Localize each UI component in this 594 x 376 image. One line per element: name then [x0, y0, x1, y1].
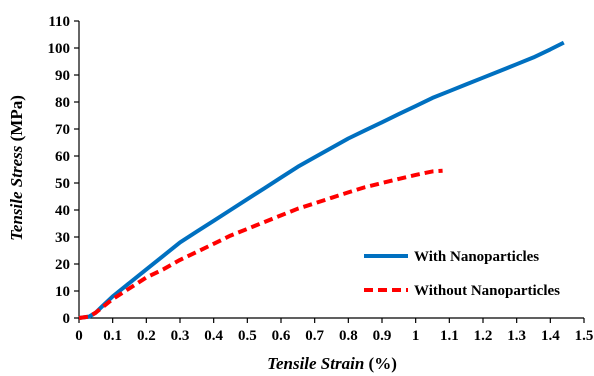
x-tick-label: 0.4	[204, 328, 223, 344]
x-tick-label: 1.1	[440, 328, 459, 344]
y-axis-title: Tensile Stress (MPa)	[7, 95, 26, 241]
y-tick-label: 110	[48, 14, 70, 30]
x-tick-label: 1.3	[507, 328, 526, 344]
y-tick-label: 20	[55, 257, 70, 273]
y-tick-label: 10	[55, 284, 70, 300]
x-tick-label: 1	[412, 328, 420, 344]
y-tick-label: 60	[55, 149, 70, 165]
y-tick-label: 40	[55, 203, 70, 219]
y-axis-title-main: Tensile Stress	[7, 145, 26, 241]
x-tick-label: 1.4	[541, 328, 560, 344]
x-tick-label: 1.5	[575, 328, 594, 344]
x-tick-label: 0.8	[339, 328, 358, 344]
y-tick-label: 90	[55, 68, 70, 84]
y-tick-label: 0	[63, 311, 71, 327]
x-tick-label: 0.3	[171, 328, 190, 344]
y-axis-ticks: 0 10 20 30 40 50 60 70 80 90 100 110	[48, 14, 79, 327]
x-axis-ticks: 0 0.1 0.2 0.3 0.4 0.5 0.6 0.7 0.8 0.9 1 1.1 1.2 1.3 1.…	[75, 318, 593, 344]
x-axis-title-main: Tensile Strain	[267, 354, 364, 373]
y-tick-label: 100	[48, 41, 71, 57]
x-axis-title: Tensile Strain (%)	[267, 354, 397, 373]
x-tick-label: 0.2	[137, 328, 156, 344]
y-tick-label: 50	[55, 176, 70, 192]
y-tick-label: 80	[55, 95, 70, 111]
legend: With Nanoparticles Without Nanoparticles	[364, 249, 560, 299]
series-layer	[78, 40, 565, 320]
x-tick-label: 1.2	[474, 328, 493, 344]
x-tick-label: 0.5	[238, 328, 257, 344]
x-tick-label: 0.9	[373, 328, 392, 344]
x-axis-title-unit: (%)	[364, 354, 397, 373]
y-tick-label: 30	[55, 230, 70, 246]
x-tick-label: 0.7	[305, 328, 324, 344]
legend-label-with-nanoparticles: With Nanoparticles	[414, 249, 539, 265]
series-line-with-nanoparticles	[78, 40, 565, 320]
x-tick-label: 0	[75, 328, 83, 344]
y-axis-title-unit: (MPa)	[7, 95, 26, 146]
legend-label-without-nanoparticles: Without Nanoparticles	[414, 283, 560, 299]
x-tick-label: 0.1	[103, 328, 122, 344]
y-tick-label: 70	[55, 122, 70, 138]
plot-area	[78, 21, 584, 319]
x-tick-label: 0.6	[272, 328, 291, 344]
